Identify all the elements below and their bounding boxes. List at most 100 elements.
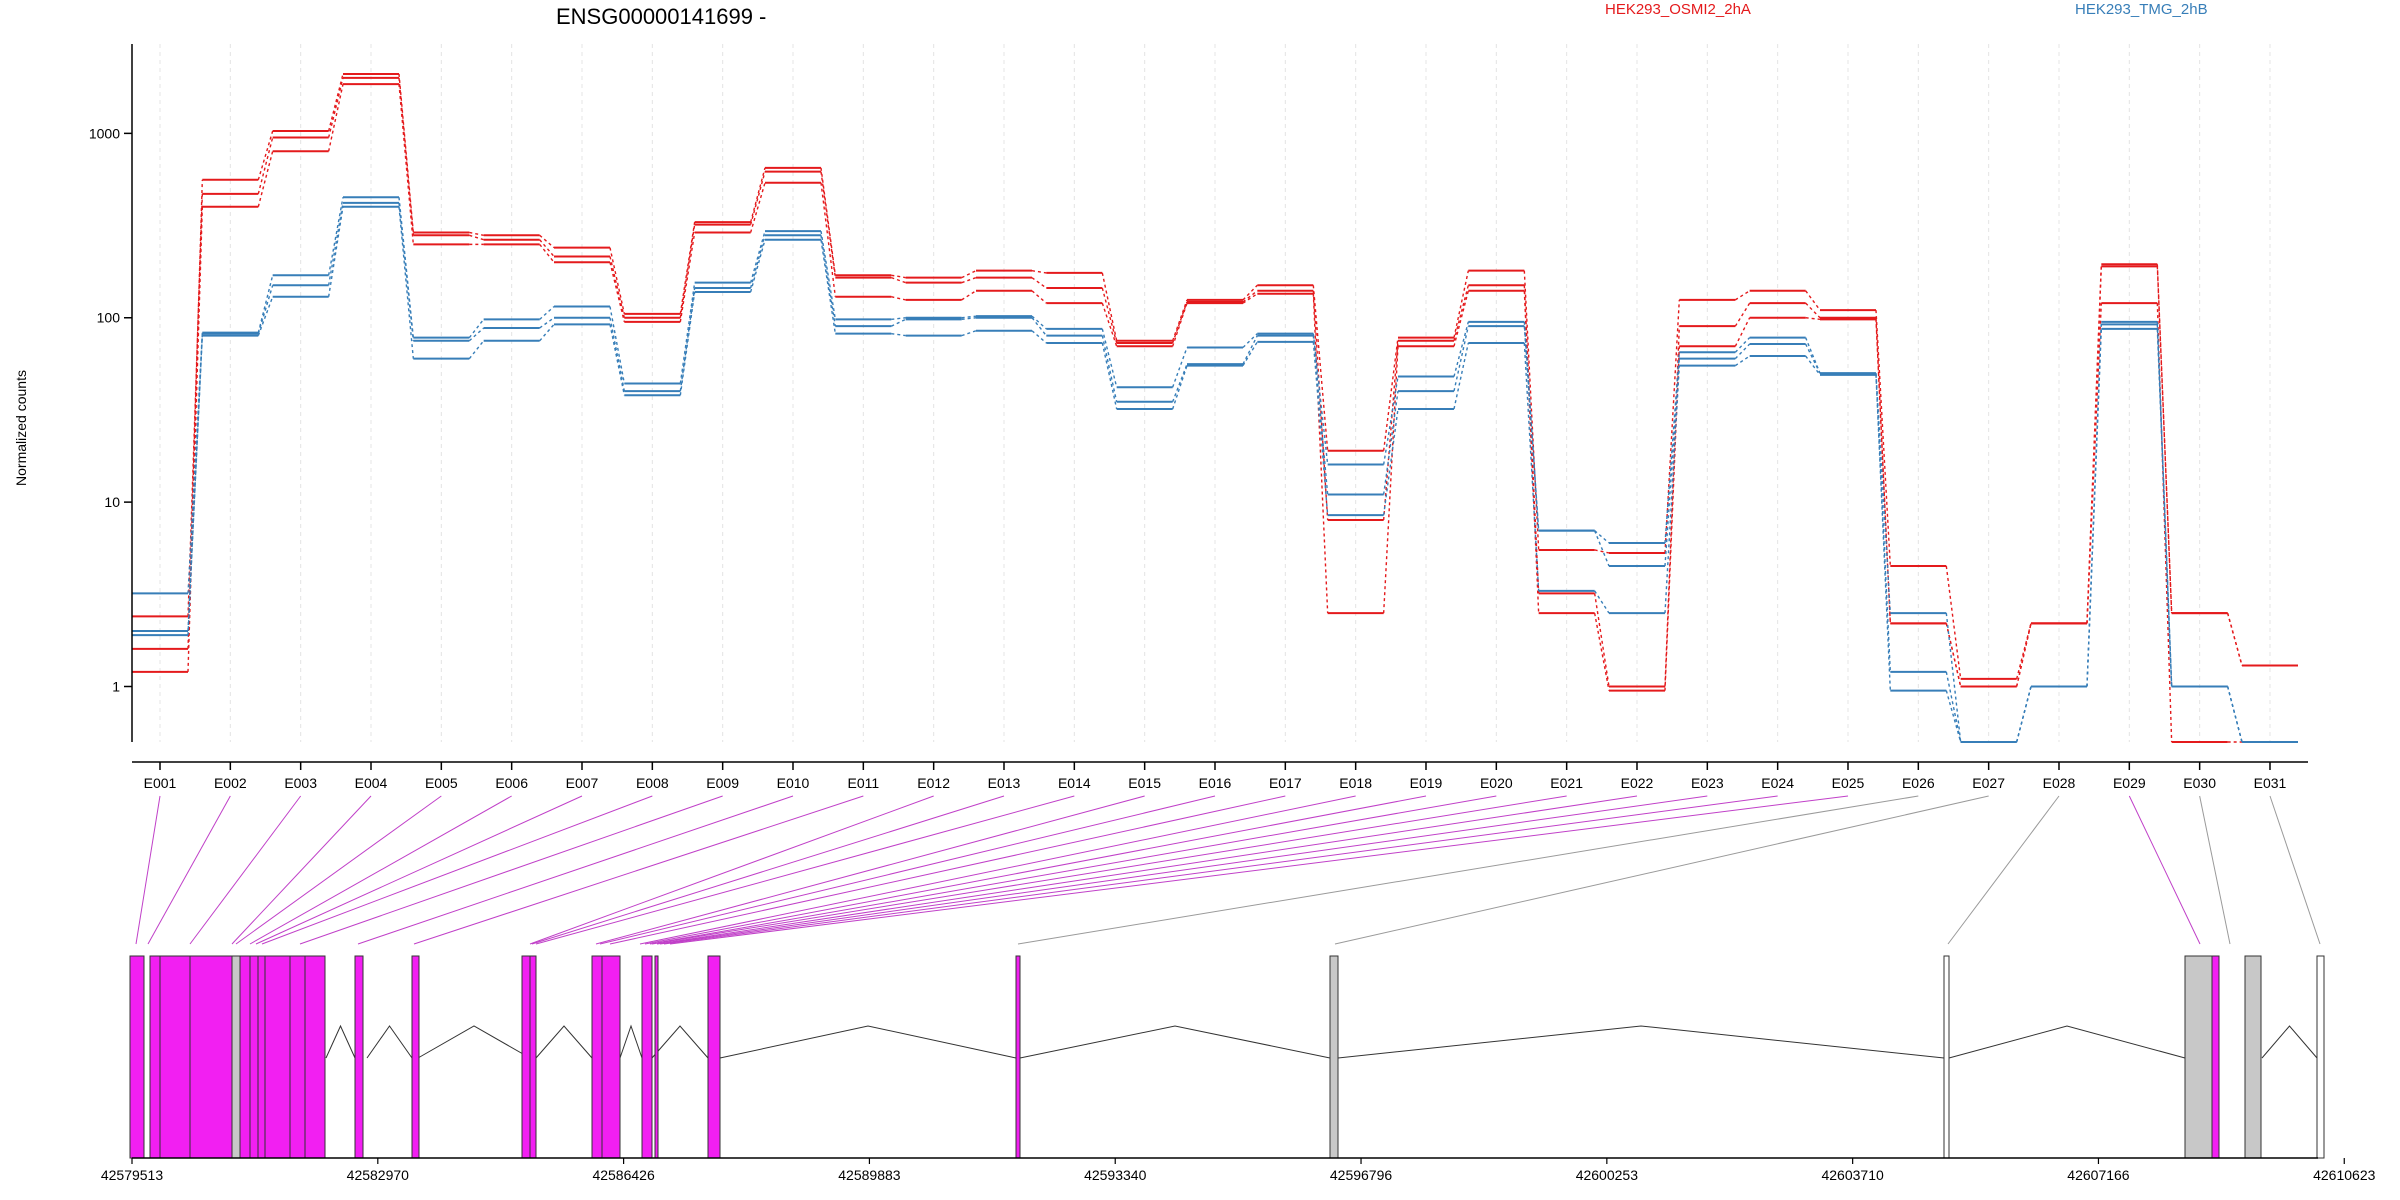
series-1-connector xyxy=(1312,285,1329,451)
exon-block xyxy=(529,955,537,1159)
series-3-connector xyxy=(1805,317,1821,321)
series-1-connector xyxy=(2086,264,2103,624)
series-3-connector xyxy=(1734,317,1751,347)
exon-connector-E026 xyxy=(1017,795,1919,945)
series-1-connector xyxy=(257,130,274,180)
series-6-connector xyxy=(1171,365,1188,410)
exon-block xyxy=(159,955,191,1159)
intron-line xyxy=(417,1025,531,1059)
series-6-connector xyxy=(1875,374,1892,691)
series-2-connector xyxy=(1242,290,1258,303)
series-5-connector xyxy=(1594,530,1610,567)
series-5-connector xyxy=(1382,391,1399,495)
exon-connector-E008 xyxy=(261,795,653,945)
exon-block xyxy=(1329,955,1339,1159)
genomic-coordinate-label: 42589883 xyxy=(838,1167,901,1183)
series-4-connector xyxy=(1875,373,1892,614)
series-3-connector xyxy=(1945,623,1962,687)
gene-model xyxy=(129,955,2325,1159)
series-5-connector xyxy=(1101,335,1118,402)
exon-connector-E012 xyxy=(529,795,934,945)
genomic-coordinate-label: 42596796 xyxy=(1330,1167,1393,1183)
series-1-connector xyxy=(469,231,484,236)
series-2-connector xyxy=(679,224,696,318)
genomic-coordinate-label: 42582970 xyxy=(347,1167,410,1183)
series-2-connector xyxy=(1101,287,1118,344)
series-2-connector xyxy=(1593,593,1610,687)
series-5-connector xyxy=(749,235,766,289)
x-tick-label-E001: E001 xyxy=(144,775,177,791)
series-4-connector xyxy=(1734,337,1751,353)
series-4-connector xyxy=(961,315,977,319)
x-tick-label-E025: E025 xyxy=(1832,775,1865,791)
exon-connector-E017 xyxy=(609,795,1286,945)
exon-connector-E001 xyxy=(135,795,161,945)
exon-block xyxy=(129,955,145,1159)
series-4-connector xyxy=(820,231,837,320)
series-3-connector xyxy=(539,243,555,263)
series-3-connector xyxy=(1242,293,1258,304)
vertical-gridlines xyxy=(159,44,2271,742)
series-1-connector xyxy=(749,167,766,223)
series-5-connector xyxy=(1031,317,1047,337)
x-tick-label-E003: E003 xyxy=(284,775,317,791)
x-tick-label-E004: E004 xyxy=(355,775,388,791)
series-6-connector xyxy=(1805,355,1821,376)
x-tick-label-E016: E016 xyxy=(1199,775,1232,791)
series-3-connector xyxy=(187,206,204,672)
series-4-connector xyxy=(1664,352,1681,544)
intron-line xyxy=(1337,1025,1945,1059)
intron-line xyxy=(651,1025,709,1059)
exon-block xyxy=(2316,955,2325,1159)
x-tick-label-E018: E018 xyxy=(1339,775,1372,791)
exon-connector-E018 xyxy=(639,795,1356,945)
series-6-connector xyxy=(398,206,415,359)
x-tick-label-E020: E020 xyxy=(1480,775,1513,791)
exon-block xyxy=(289,955,306,1159)
series-6-connector xyxy=(1453,342,1470,410)
series-2-connector xyxy=(187,193,204,617)
series-6-connector xyxy=(327,206,344,297)
series-1-connector xyxy=(891,274,906,279)
series-3-connector xyxy=(891,296,906,301)
y-tick-label: 1000 xyxy=(89,125,120,141)
exon-block xyxy=(707,955,721,1159)
series-2-connector xyxy=(469,234,484,241)
series-2-connector xyxy=(1453,285,1470,341)
series-4-connector xyxy=(1945,613,1962,743)
x-tick-label-E030: E030 xyxy=(2183,775,2216,791)
series-3-connector xyxy=(609,262,626,323)
series-3-connector xyxy=(398,84,415,245)
series-3-connector xyxy=(1593,612,1610,691)
y-axis-label: Normalized counts xyxy=(13,370,29,486)
exon-block xyxy=(521,955,531,1159)
series-3-connector xyxy=(1171,302,1188,347)
series-6-connector xyxy=(1523,342,1540,591)
series-3-connector xyxy=(257,151,274,207)
exon-block xyxy=(239,955,251,1159)
series-1-connector xyxy=(1382,337,1399,451)
series-1-connector xyxy=(1101,272,1118,341)
series-1-connector xyxy=(961,270,977,279)
exon-connector-E005 xyxy=(235,795,442,945)
series-2-connector xyxy=(1172,301,1188,344)
exon-connector-E022 xyxy=(656,795,1638,945)
x-tick-label-E029: E029 xyxy=(2113,775,2146,791)
exon-block xyxy=(601,955,621,1159)
genomic-coordinate-label: 42603710 xyxy=(1821,1167,1884,1183)
x-tick-label-E006: E006 xyxy=(495,775,528,791)
series-1-connector xyxy=(1875,310,1892,567)
series-1-connector xyxy=(1031,269,1047,274)
series-1-connector xyxy=(1805,290,1821,311)
series-4-connector xyxy=(327,197,344,276)
intron-line xyxy=(366,1025,413,1059)
series-2-connector xyxy=(257,137,274,195)
x-tick-label-E005: E005 xyxy=(425,775,458,791)
x-tick-label-E026: E026 xyxy=(1902,775,1935,791)
series-5-connector xyxy=(961,317,977,321)
series-6-connector xyxy=(679,291,696,396)
series-4-connector xyxy=(1031,315,1047,330)
series-4-connector xyxy=(468,318,485,339)
series-3-connector xyxy=(1101,302,1118,347)
y-tick-label: 10 xyxy=(104,494,120,510)
